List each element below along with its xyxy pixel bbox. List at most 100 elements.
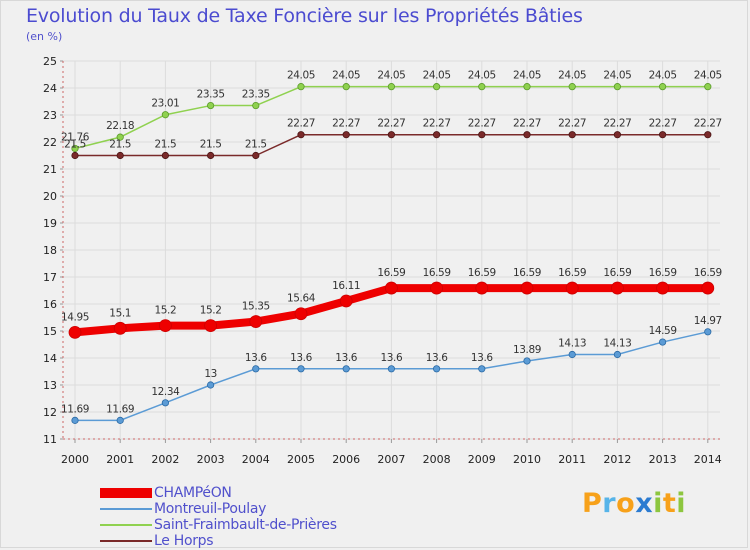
- data-label: 16.59: [603, 267, 631, 279]
- data-label: 21.5: [64, 139, 86, 151]
- data-point: [704, 328, 712, 336]
- chart-title: Evolution du Taux de Taxe Foncière sur l…: [26, 5, 583, 27]
- data-point: [297, 83, 305, 91]
- data-point: [71, 144, 79, 153]
- data-point: [252, 151, 260, 160]
- data-point: [158, 319, 172, 333]
- data-label: 13.6: [426, 352, 448, 364]
- data-point: [613, 131, 622, 139]
- legend-item: Le Horps: [100, 533, 400, 549]
- data-point: [613, 83, 622, 91]
- data-point: [252, 365, 260, 373]
- y-tick-label: 21: [43, 163, 57, 176]
- x-tick-label: 2006: [332, 453, 360, 466]
- data-point: [71, 151, 79, 160]
- data-label: 22.27: [603, 118, 631, 130]
- y-tick-label: 25: [43, 55, 57, 68]
- y-tick-label: 18: [43, 244, 57, 257]
- data-label: 24.05: [377, 70, 405, 82]
- y-tick-label: 14: [43, 352, 57, 365]
- data-point: [430, 281, 444, 295]
- y-tick-label: 15: [43, 325, 57, 338]
- y-tick-label: 19: [43, 217, 57, 230]
- data-label: 14.95: [61, 311, 89, 323]
- legend-swatch: [100, 508, 152, 510]
- data-label: 21.5: [200, 139, 222, 151]
- data-point: [387, 131, 395, 139]
- data-point: [207, 101, 215, 110]
- logo-letter: P: [582, 488, 603, 519]
- data-point: [432, 83, 441, 91]
- data-point: [523, 131, 531, 139]
- x-tick-label: 2012: [603, 453, 631, 466]
- data-point: [252, 101, 260, 110]
- x-tick-label: 2010: [513, 453, 541, 466]
- data-label: 16.59: [694, 267, 722, 279]
- data-label: 15.2: [200, 305, 222, 317]
- data-label: 15.64: [287, 293, 316, 305]
- data-label: 22.27: [287, 118, 315, 130]
- data-label: 13.6: [471, 352, 493, 364]
- logo-letter: t: [662, 488, 677, 519]
- data-label: 16.59: [558, 267, 586, 279]
- y-tick-label: 22: [43, 136, 57, 149]
- x-tick-label: 2005: [287, 453, 315, 466]
- y-tick-label: 17: [43, 271, 57, 284]
- data-point: [207, 381, 215, 389]
- data-label: 24.05: [513, 70, 541, 82]
- x-tick-label: 2014: [694, 453, 722, 466]
- data-point: [387, 83, 395, 91]
- legend-label: Saint-Fraimbault-de-Prières: [154, 517, 337, 533]
- data-point: [116, 416, 124, 424]
- data-label: 22.27: [468, 118, 496, 130]
- x-tick-label: 2011: [558, 453, 586, 466]
- x-tick-label: 2001: [106, 453, 134, 466]
- x-tick-label: 2000: [61, 453, 89, 466]
- data-label: 22.27: [649, 118, 677, 130]
- data-point: [523, 357, 531, 365]
- data-label: 24.05: [423, 70, 451, 82]
- data-label: 24.05: [332, 70, 360, 82]
- data-point: [387, 365, 395, 373]
- y-tick-label: 16: [43, 298, 57, 311]
- data-label: 22.27: [423, 118, 451, 130]
- data-point: [339, 294, 353, 308]
- line-chart: 11 12 13 14 15 16 17 18 19 20 21 22 23 24 25 2000 2001 20…: [43, 55, 722, 466]
- chart-legend: CHAMPéON Montreuil-Poulay Saint-Fraimbault…: [100, 485, 400, 549]
- data-point: [568, 83, 576, 91]
- x-tick-label: 2007: [377, 453, 405, 466]
- data-label: 22.27: [513, 118, 541, 130]
- proxiti-logo: Proxiti: [582, 488, 686, 519]
- data-label: 22.18: [106, 120, 134, 132]
- data-point: [701, 281, 715, 295]
- logo-letter: i: [653, 488, 663, 519]
- data-point: [658, 83, 667, 91]
- data-label: 22.27: [332, 118, 360, 130]
- y-tick-label: 13: [43, 379, 57, 392]
- data-point: [297, 365, 305, 373]
- legend-swatch: [100, 488, 152, 498]
- data-label: 21.5: [155, 139, 177, 151]
- x-tick-label: 2002: [151, 453, 179, 466]
- data-label: 21.5: [109, 139, 131, 151]
- data-label: 13.6: [245, 352, 267, 364]
- series-champe-on: [68, 281, 715, 339]
- data-label: 14.13: [558, 337, 586, 349]
- data-label: 14.13: [603, 337, 631, 349]
- data-point: [611, 281, 624, 295]
- x-tick-label: 2009: [468, 453, 496, 466]
- data-label: 15.2: [155, 305, 177, 317]
- data-label: 15.35: [242, 301, 270, 313]
- data-point: [478, 365, 486, 373]
- data-label: 23.35: [197, 89, 225, 101]
- data-point: [520, 281, 534, 295]
- data-point: [116, 133, 124, 141]
- data-point: [478, 131, 486, 139]
- data-point: [68, 325, 82, 339]
- logo-letter: o: [616, 488, 636, 519]
- data-point: [565, 281, 579, 295]
- y-tick-label: 12: [43, 406, 57, 419]
- data-point: [207, 151, 215, 160]
- data-label: 13.6: [335, 352, 357, 364]
- data-label: 16.59: [513, 267, 541, 279]
